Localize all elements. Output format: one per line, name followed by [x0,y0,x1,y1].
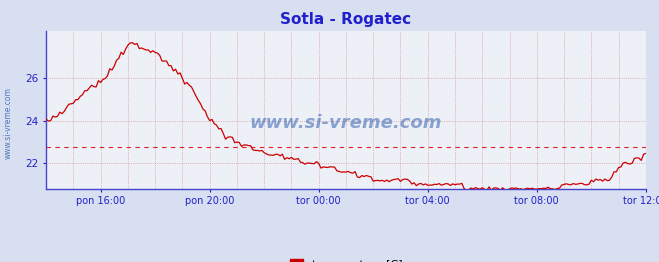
Legend: temperatura [C]: temperatura [C] [285,255,407,262]
Text: www.si-vreme.com: www.si-vreme.com [3,87,13,159]
Title: Sotla - Rogatec: Sotla - Rogatec [281,13,411,28]
Text: www.si-vreme.com: www.si-vreme.com [250,114,442,132]
